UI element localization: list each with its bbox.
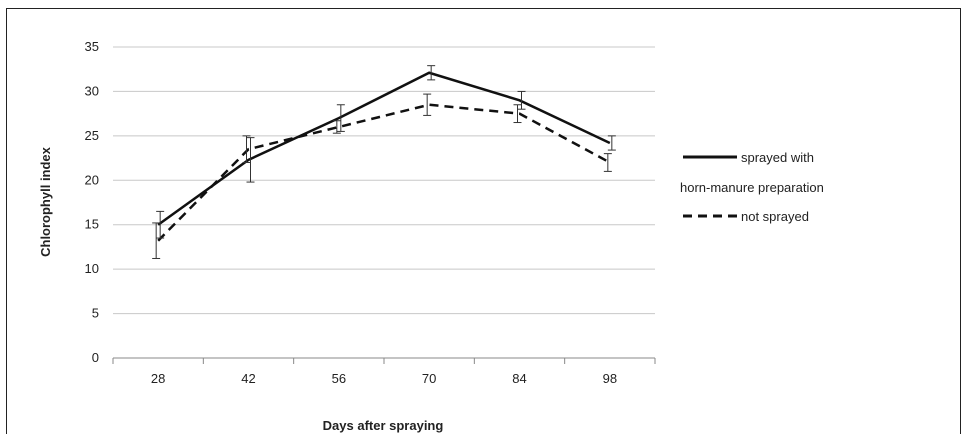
legend-label-sprayed-line1: sprayed with xyxy=(741,150,814,165)
x-axis-label: Days after spraying xyxy=(323,418,444,433)
gridlines xyxy=(112,46,656,364)
error-bar xyxy=(242,135,251,164)
chart-frame xyxy=(6,8,961,434)
x-tick-label: 70 xyxy=(422,371,436,386)
legend-label-not-sprayed: not sprayed xyxy=(741,209,809,224)
series-lines xyxy=(157,71,611,242)
x-tick-labels: 28 42 56 70 84 98 xyxy=(151,371,617,386)
y-tick-label: 5 xyxy=(92,306,99,321)
error-bar xyxy=(513,104,522,124)
legend: sprayed with horn-manure preparation not… xyxy=(680,150,824,224)
error-bar xyxy=(427,65,436,81)
error-bar xyxy=(603,153,612,172)
x-tick-label: 84 xyxy=(512,371,526,386)
series-line-sprayed xyxy=(157,71,611,226)
y-tick-label: 10 xyxy=(85,261,99,276)
y-tick-label: 35 xyxy=(85,39,99,54)
legend-label-sprayed-line2: horn-manure preparation xyxy=(680,180,824,195)
error-bar xyxy=(517,90,526,110)
x-tick-label: 56 xyxy=(332,371,346,386)
error-bar xyxy=(152,222,161,259)
y-tick-labels: 0 5 10 15 20 25 30 35 xyxy=(85,39,99,365)
series-line-not-sprayed xyxy=(157,103,611,242)
error-bar xyxy=(246,137,255,183)
error-bar xyxy=(156,210,165,239)
y-tick-label: 20 xyxy=(85,172,99,187)
error-bars xyxy=(152,65,616,259)
error-bar xyxy=(332,120,341,134)
x-tick-label: 42 xyxy=(241,371,255,386)
error-bar xyxy=(336,104,345,132)
y-tick-label: 0 xyxy=(92,350,99,365)
y-axis-label: Chlorophyll index xyxy=(38,146,53,257)
error-bar xyxy=(423,93,432,116)
x-tick-label: 28 xyxy=(151,371,165,386)
y-tick-label: 25 xyxy=(85,128,99,143)
y-tick-label: 15 xyxy=(85,217,99,232)
error-bar xyxy=(607,135,616,151)
y-tick-label: 30 xyxy=(85,83,99,98)
x-tick-label: 98 xyxy=(603,371,617,386)
